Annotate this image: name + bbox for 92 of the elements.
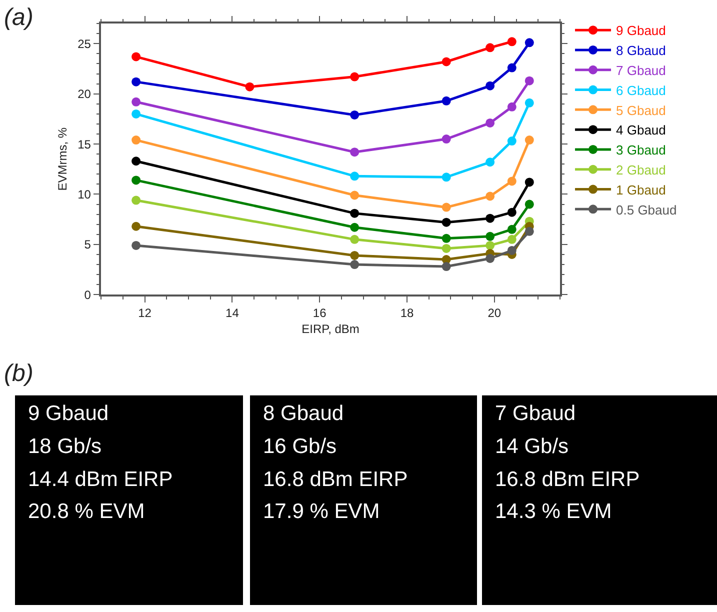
point — [524, 136, 534, 145]
x-tick-label: 18 — [400, 306, 414, 320]
point — [442, 134, 451, 144]
point — [507, 208, 516, 217]
text: 8 Gbaud — [263, 402, 344, 425]
point — [350, 222, 360, 232]
chart-title: (a) — [4, 4, 34, 31]
point — [486, 232, 495, 241]
point — [350, 260, 360, 270]
y-tick-label: 10 — [78, 187, 92, 202]
point — [442, 234, 451, 243]
point — [524, 200, 534, 209]
point — [350, 234, 360, 244]
point — [507, 224, 516, 234]
point — [507, 234, 516, 244]
text: 14.4 dBm EIRP — [28, 468, 173, 491]
point — [486, 214, 495, 223]
legend-label: 4 Gbaud — [616, 122, 666, 138]
point — [132, 222, 141, 231]
x-tick-label: 20 — [488, 306, 502, 320]
text: 16.8 dBm EIRP — [495, 468, 640, 491]
text: 14 Gb/s — [495, 435, 569, 458]
point — [132, 109, 141, 118]
y-tick-label: 20 — [78, 87, 92, 102]
y-tick-label: 15 — [78, 137, 92, 152]
point — [132, 196, 141, 205]
point — [524, 38, 534, 48]
point — [132, 240, 141, 250]
point — [442, 57, 451, 66]
legend-label: 3 Gbaud — [616, 142, 666, 158]
point — [442, 96, 451, 106]
point — [507, 176, 516, 186]
point — [132, 156, 141, 166]
point — [507, 63, 516, 72]
text: 9 Gbaud — [28, 402, 109, 425]
text: 17.9 % EVM — [263, 500, 380, 523]
y-tick-label: 0 — [84, 288, 92, 302]
legend-label: 0.5 Gbaud — [616, 202, 677, 218]
point — [524, 226, 534, 236]
point — [442, 202, 451, 212]
text: 14.3 % EVM — [495, 500, 612, 523]
text: (b) — [4, 360, 34, 387]
y-tick-label: 25 — [78, 36, 92, 51]
point — [507, 136, 516, 146]
point — [245, 82, 254, 92]
point — [507, 246, 516, 255]
x-tick-label: 16 — [312, 306, 327, 320]
point — [524, 76, 534, 86]
point — [486, 158, 495, 167]
point — [350, 110, 360, 120]
legend-label: 8 Gbaud — [616, 43, 666, 58]
point — [350, 190, 360, 200]
x-tick-label: 12 — [138, 306, 152, 320]
text: 20.8 % EVM — [28, 500, 145, 523]
point — [524, 178, 534, 187]
legend-label: 1 Gbaud — [616, 182, 666, 198]
text: 7 Gbaud — [495, 402, 576, 425]
point — [350, 148, 360, 157]
legend-label: 5 Gbaud — [616, 102, 666, 118]
point — [486, 254, 495, 263]
point — [132, 52, 141, 62]
point — [442, 244, 451, 253]
point — [132, 136, 141, 145]
legend-label: 2 Gbaud — [616, 162, 666, 178]
point — [132, 77, 141, 86]
point — [486, 43, 495, 52]
legend-label: 6 Gbaud — [616, 82, 666, 98]
point — [132, 97, 141, 106]
text: 16.8 dBm EIRP — [263, 468, 408, 491]
legend-label: 7 Gbaud — [616, 62, 666, 78]
point — [442, 172, 451, 182]
y-axis-title: EVMrms, % — [55, 127, 70, 191]
point — [486, 240, 495, 250]
legend-label: 9 Gbaud — [616, 23, 666, 38]
x-axis-title: EIRP, dBm — [302, 322, 360, 336]
point — [507, 37, 516, 46]
point — [486, 81, 495, 90]
point — [507, 102, 516, 112]
point — [486, 192, 495, 201]
point — [350, 250, 360, 260]
point — [132, 176, 141, 185]
point — [524, 98, 534, 108]
point — [442, 262, 451, 272]
point — [350, 208, 360, 218]
text: 16 Gb/s — [263, 435, 337, 458]
y-tick-label: 5 — [84, 238, 92, 252]
x-tick-label: 14 — [226, 306, 240, 320]
point — [350, 72, 360, 82]
text: 18 Gb/s — [28, 435, 102, 458]
point — [486, 118, 495, 128]
point — [442, 218, 451, 227]
point — [350, 172, 360, 181]
